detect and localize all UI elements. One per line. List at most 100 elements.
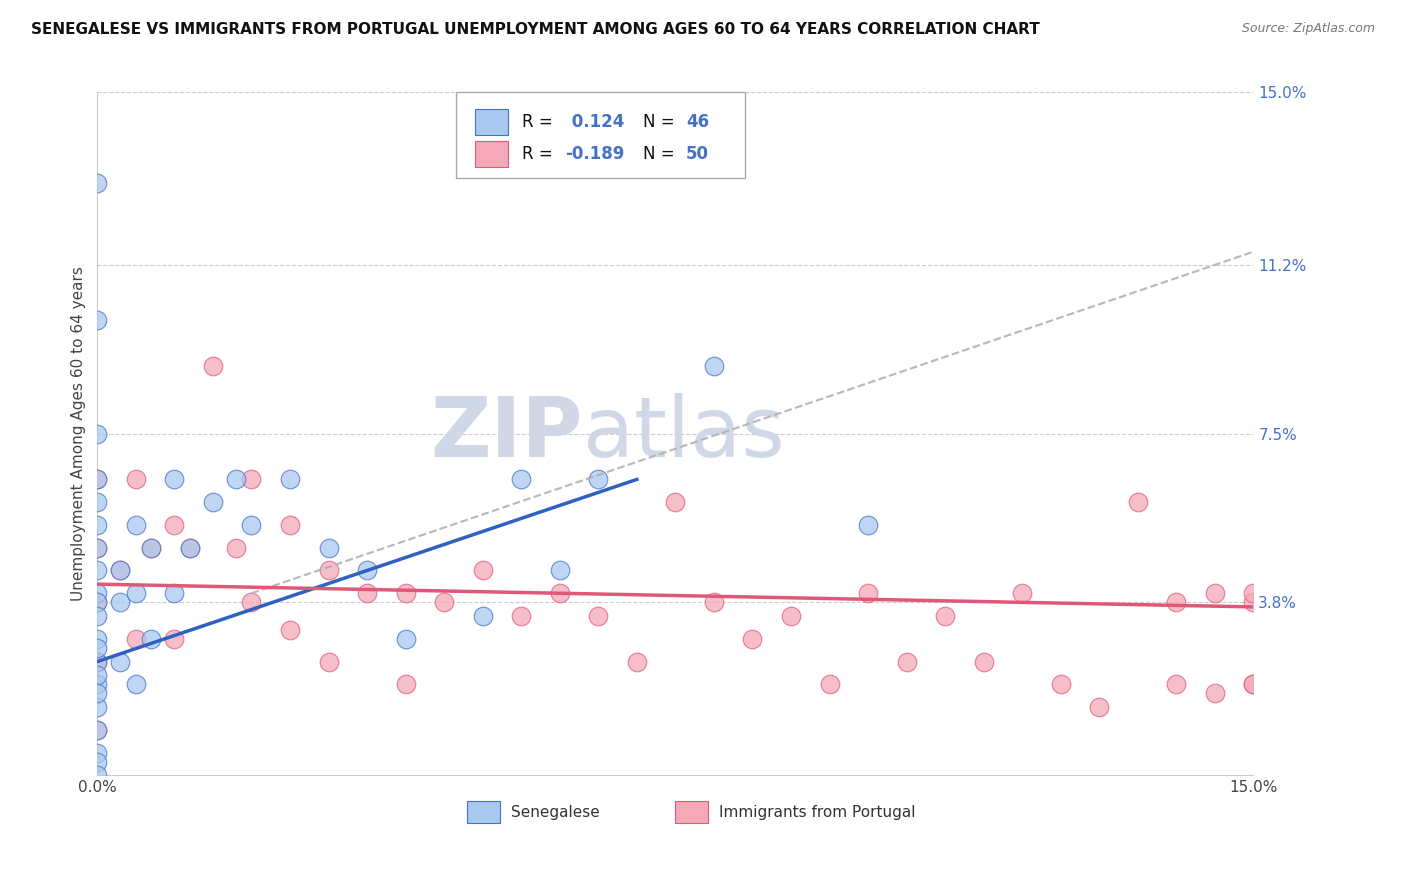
Point bbox=[510, 609, 533, 624]
FancyBboxPatch shape bbox=[675, 801, 707, 823]
Point bbox=[86, 518, 108, 533]
Point bbox=[163, 632, 186, 646]
Text: 50: 50 bbox=[686, 145, 709, 163]
Point bbox=[86, 313, 108, 327]
Text: -0.189: -0.189 bbox=[565, 145, 624, 163]
Point bbox=[1166, 595, 1188, 609]
Point bbox=[125, 632, 148, 646]
Point bbox=[141, 541, 163, 555]
Point bbox=[179, 541, 201, 555]
Point bbox=[110, 564, 132, 578]
Point bbox=[356, 564, 378, 578]
Point bbox=[125, 586, 148, 600]
Point bbox=[240, 518, 263, 533]
FancyBboxPatch shape bbox=[475, 141, 508, 167]
Text: SENEGALESE VS IMMIGRANTS FROM PORTUGAL UNEMPLOYMENT AMONG AGES 60 TO 64 YEARS CO: SENEGALESE VS IMMIGRANTS FROM PORTUGAL U… bbox=[31, 22, 1039, 37]
Point bbox=[86, 495, 108, 509]
Point bbox=[225, 472, 247, 486]
Point bbox=[433, 595, 456, 609]
FancyBboxPatch shape bbox=[456, 93, 745, 178]
Point bbox=[1241, 586, 1264, 600]
Point bbox=[86, 586, 108, 600]
Point bbox=[86, 177, 108, 191]
Point bbox=[471, 609, 494, 624]
Point bbox=[626, 655, 648, 669]
Point bbox=[86, 564, 108, 578]
Point bbox=[86, 768, 108, 782]
Point bbox=[86, 655, 108, 669]
Point bbox=[1049, 677, 1071, 691]
Point bbox=[703, 359, 725, 373]
Point bbox=[86, 609, 108, 624]
Point bbox=[1241, 677, 1264, 691]
Point bbox=[125, 472, 148, 486]
Point bbox=[125, 677, 148, 691]
Point bbox=[548, 586, 571, 600]
Point bbox=[548, 564, 571, 578]
Point bbox=[110, 564, 132, 578]
Point bbox=[110, 595, 132, 609]
Point bbox=[86, 632, 108, 646]
Point bbox=[240, 595, 263, 609]
Point bbox=[225, 541, 247, 555]
Point bbox=[780, 609, 803, 624]
Point bbox=[856, 518, 879, 533]
Point bbox=[278, 472, 301, 486]
Point bbox=[1241, 595, 1264, 609]
Text: Immigrants from Portugal: Immigrants from Portugal bbox=[720, 805, 915, 820]
Point bbox=[86, 655, 108, 669]
Point bbox=[318, 564, 340, 578]
Point bbox=[395, 677, 418, 691]
Point bbox=[471, 564, 494, 578]
Point bbox=[510, 472, 533, 486]
Point bbox=[86, 472, 108, 486]
Text: R =: R = bbox=[522, 145, 558, 163]
Point bbox=[141, 632, 163, 646]
Point bbox=[703, 595, 725, 609]
Point bbox=[163, 586, 186, 600]
Point bbox=[240, 472, 263, 486]
Text: Source: ZipAtlas.com: Source: ZipAtlas.com bbox=[1241, 22, 1375, 36]
Point bbox=[278, 518, 301, 533]
Point bbox=[141, 541, 163, 555]
Text: R =: R = bbox=[522, 112, 558, 131]
Point bbox=[588, 472, 610, 486]
Point bbox=[356, 586, 378, 600]
Point bbox=[856, 586, 879, 600]
Y-axis label: Unemployment Among Ages 60 to 64 years: Unemployment Among Ages 60 to 64 years bbox=[72, 267, 86, 601]
Point bbox=[86, 723, 108, 737]
Point bbox=[1088, 700, 1111, 714]
Point bbox=[318, 541, 340, 555]
FancyBboxPatch shape bbox=[475, 109, 508, 135]
Point bbox=[201, 495, 224, 509]
Point bbox=[741, 632, 763, 646]
Point bbox=[86, 426, 108, 441]
FancyBboxPatch shape bbox=[467, 801, 499, 823]
Point bbox=[1166, 677, 1188, 691]
Text: N =: N = bbox=[643, 112, 681, 131]
Point bbox=[318, 655, 340, 669]
Point bbox=[86, 746, 108, 760]
Point bbox=[1241, 677, 1264, 691]
Point bbox=[125, 518, 148, 533]
Point bbox=[86, 472, 108, 486]
Point bbox=[110, 655, 132, 669]
Point bbox=[588, 609, 610, 624]
Point bbox=[201, 359, 224, 373]
Point bbox=[818, 677, 841, 691]
Point bbox=[86, 677, 108, 691]
Point bbox=[86, 668, 108, 682]
Text: 0.124: 0.124 bbox=[565, 112, 624, 131]
Point bbox=[973, 655, 995, 669]
Point bbox=[86, 595, 108, 609]
Text: 46: 46 bbox=[686, 112, 709, 131]
Text: N =: N = bbox=[643, 145, 681, 163]
Point bbox=[86, 595, 108, 609]
Point bbox=[86, 723, 108, 737]
Point bbox=[896, 655, 918, 669]
Text: ZIP: ZIP bbox=[430, 393, 583, 475]
Point bbox=[1204, 586, 1226, 600]
Point bbox=[86, 700, 108, 714]
Text: atlas: atlas bbox=[583, 393, 785, 475]
Point bbox=[278, 623, 301, 637]
